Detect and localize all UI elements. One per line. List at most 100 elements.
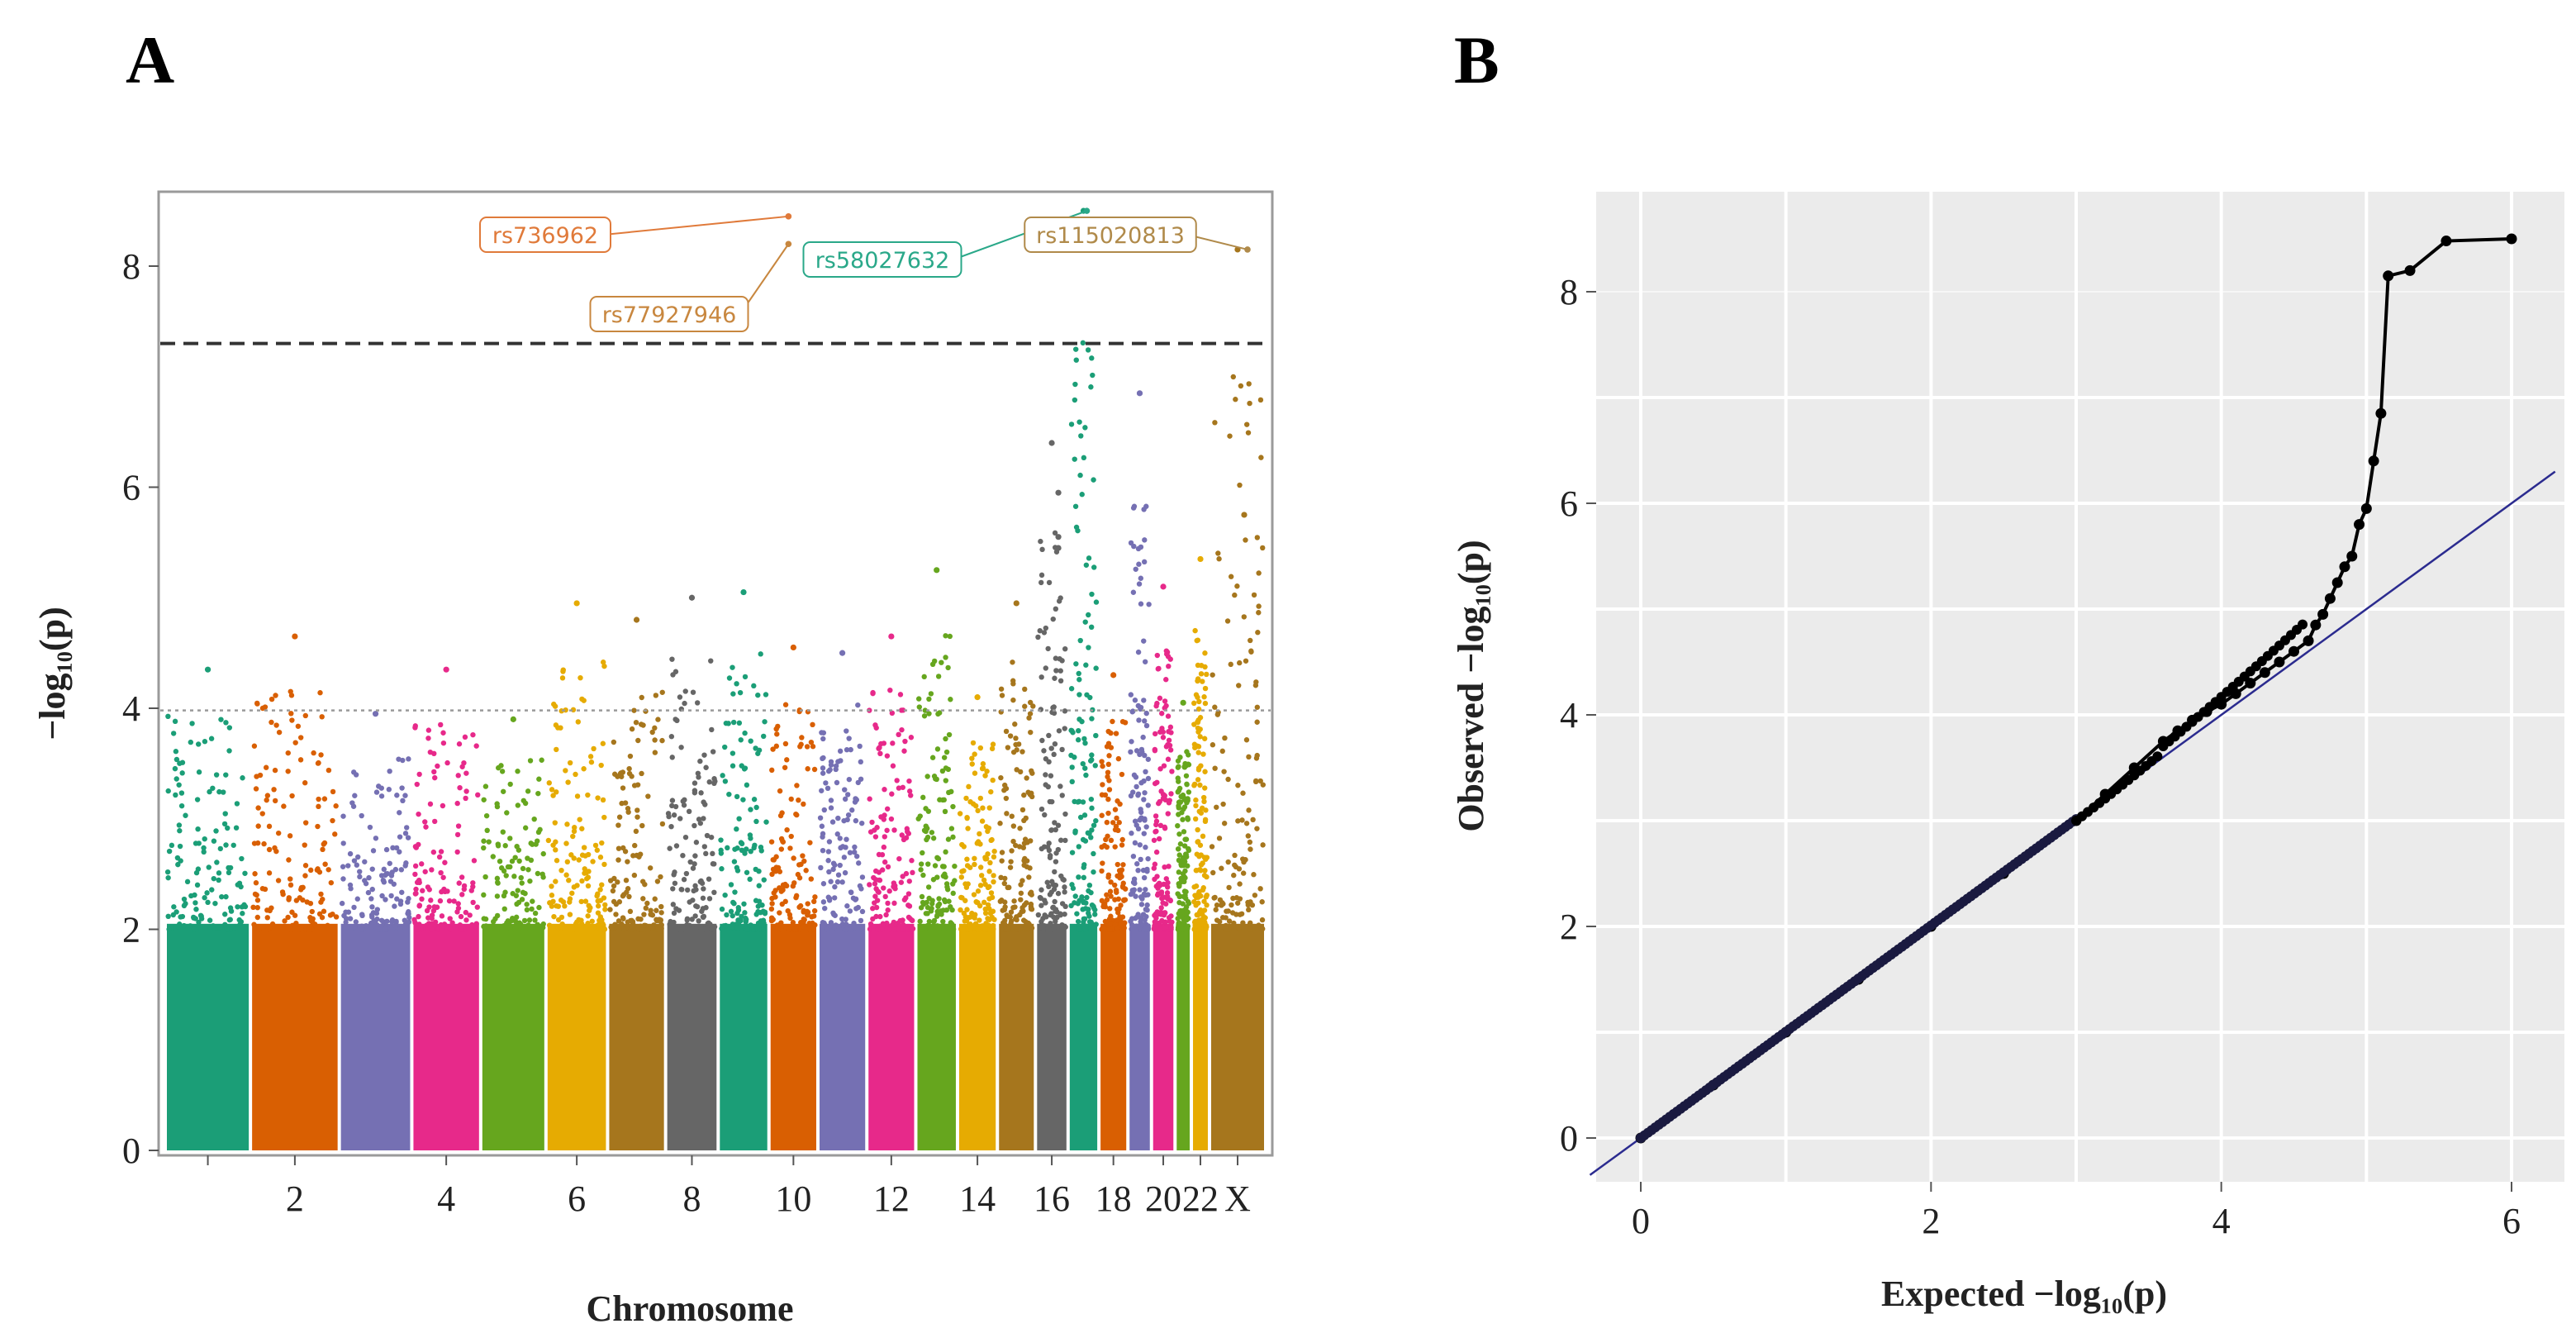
snp-point [207,788,212,795]
snp-point [1128,918,1134,925]
snp-point [1086,882,1093,888]
snp-point [1038,674,1044,680]
snp-point [359,812,364,819]
panel-b-letter: B [1454,22,1499,98]
snp-point [887,687,893,693]
snp-label-text: rs77927946 [602,302,737,328]
snp-point [236,917,242,923]
snp-point [793,811,799,817]
snp-point [1192,918,1198,924]
snp-point [615,845,622,851]
snp-point [1198,852,1204,858]
snp-point [1075,737,1081,743]
snp-point [1153,828,1159,835]
snp-point [693,840,700,845]
snp-point [1136,561,1142,567]
snp-point [1010,823,1017,829]
snp-point [297,735,304,740]
snp-point [578,898,584,905]
snp-point [659,821,666,827]
snp-point [695,770,701,776]
snp-point [1200,679,1205,684]
snp-point [560,899,567,905]
snp-point [966,926,972,932]
snp-point [1078,433,1084,439]
snp-point [1221,821,1228,826]
snp-point [1040,916,1046,921]
snp-point [1135,793,1141,798]
snp-point [652,896,658,902]
snp-point [950,881,956,887]
snp-point [563,840,569,846]
chromosome-12-peak-point [888,633,895,640]
snp-point [900,926,905,932]
snp-point [1194,867,1200,874]
snp-point [181,896,188,902]
snp-point [804,908,810,915]
snp-point [1243,537,1248,543]
chromosome-8-dense-band [667,923,717,1150]
snp-point [315,760,321,766]
snp-point [777,910,782,916]
snp-point [601,814,607,821]
snp-point [1028,901,1034,907]
snp-point [573,771,578,778]
snp-point [1092,763,1098,769]
snp-point [1219,915,1226,921]
snp-point [1231,872,1237,879]
snp-point [340,864,346,869]
snp-point [882,787,887,793]
snp-point [419,896,425,902]
snp-point [170,731,177,736]
snp-point [527,878,533,884]
snp-point [905,831,911,836]
snp-point [292,912,298,918]
snp-point [639,770,644,777]
snp-point [259,811,265,817]
snp-point [440,730,446,736]
snp-point [1195,678,1200,684]
snp-point [254,914,261,921]
chromosome-20-peak-point [1160,583,1167,590]
snp-point [981,877,987,883]
snp-point [252,871,258,877]
snp-point [296,926,302,932]
snp-point [177,760,183,766]
x-tick-label: 16 [1034,1178,1070,1219]
snp-point [412,725,418,731]
snp-point [703,850,709,857]
snp-point [821,920,827,926]
snp-point [1041,748,1047,754]
snp-point [1072,503,1079,509]
snp-point [730,664,735,670]
snp-point [1230,374,1236,380]
snp-point [585,792,591,798]
snp-point [1018,924,1024,931]
qq-y-axis-title: Observed −log₁₀(p) [1451,540,1491,831]
snp-point [1001,788,1007,793]
snp-point [1138,746,1145,753]
snp-point [1239,817,1245,823]
snp-point [269,719,274,726]
snp-point [343,919,349,926]
snp-point [1145,756,1152,762]
snp-point [908,917,915,923]
snp-point [222,912,228,917]
snp-point [888,816,895,822]
snp-label-leader [604,215,789,236]
snp-point [879,926,885,932]
snp-point [936,896,942,902]
snp-point [363,880,369,887]
snp-point [875,926,881,932]
snp-point [972,855,977,861]
snp-point [412,920,418,926]
snp-point [901,897,908,902]
snp-point [316,796,321,802]
snp-point [1202,785,1208,791]
snp-point [820,730,827,736]
snp-point [178,914,183,920]
snp-point [285,914,291,921]
snp-point [690,898,696,903]
snp-point [872,722,878,728]
snp-point [330,817,335,824]
